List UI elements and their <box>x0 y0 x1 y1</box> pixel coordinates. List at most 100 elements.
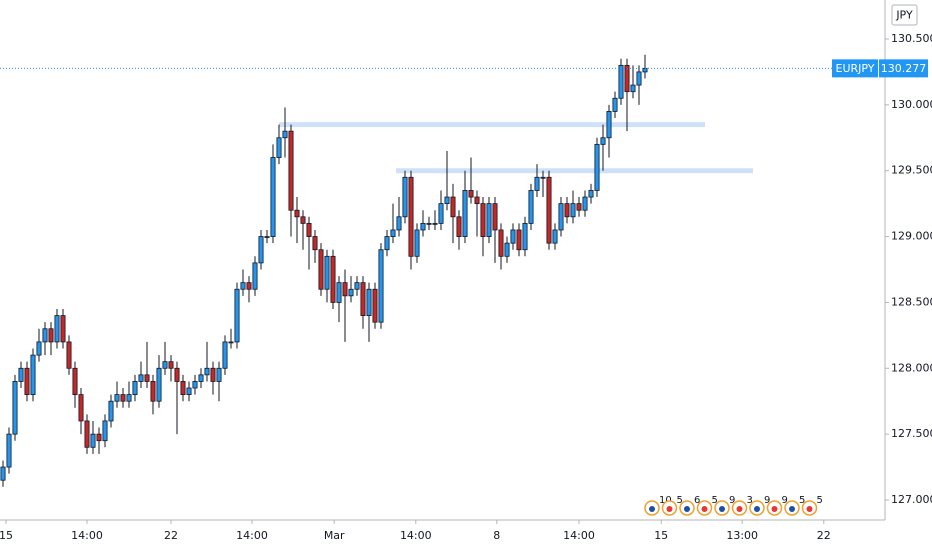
candle-body <box>384 236 390 251</box>
last-price: 130.277 <box>881 62 927 75</box>
candle-body <box>174 367 180 382</box>
symbol-box <box>832 59 878 78</box>
candle-body <box>522 222 528 251</box>
currency: JPY <box>895 9 913 22</box>
candle-body <box>12 381 18 435</box>
x-tick-label: 15 <box>0 529 13 542</box>
candle-body <box>336 282 342 303</box>
event-count: 3 <box>747 495 753 506</box>
candle-body <box>426 222 432 225</box>
candle-body <box>354 282 360 290</box>
y-tick-label: 130.000 <box>891 98 932 111</box>
candle-body <box>402 176 408 218</box>
candle-body <box>276 137 282 158</box>
candle-body <box>72 367 78 396</box>
event-count: 10 <box>659 495 672 506</box>
x-tick-label: 15 <box>654 529 668 542</box>
candle-body <box>444 196 450 205</box>
candle-body <box>228 341 234 344</box>
event-count: 5 <box>799 495 805 506</box>
candle-body <box>120 394 126 402</box>
candle-body <box>306 222 312 237</box>
event-dot <box>806 506 813 512</box>
candle-body <box>48 328 54 343</box>
candle-body <box>150 381 156 402</box>
candle-body <box>576 203 582 211</box>
candle-body <box>294 209 300 218</box>
candle-body <box>54 315 60 343</box>
candle-body <box>114 394 120 402</box>
candle-body <box>216 367 222 382</box>
candle-body <box>396 216 402 231</box>
candle-body <box>36 341 42 356</box>
x-tick-label: 22 <box>164 529 178 542</box>
candle-body <box>264 236 270 238</box>
candle-body <box>138 374 144 382</box>
event-count: 5 <box>817 495 823 506</box>
candle-body <box>234 288 240 343</box>
candle-body <box>486 203 492 237</box>
last-price-box <box>879 59 928 78</box>
candle-body <box>246 282 252 290</box>
x-tick-label: 8 <box>493 529 500 542</box>
candle-body <box>180 381 186 396</box>
candle-body <box>642 67 648 73</box>
y-tick-label: 130.500 <box>891 32 932 45</box>
currency-box[interactable] <box>891 4 918 26</box>
y-tick-label: 129.500 <box>891 164 932 177</box>
candle-body <box>132 381 138 396</box>
event-count: 5 <box>677 495 683 506</box>
event-count: 9 <box>782 495 788 506</box>
candle-body <box>408 176 414 257</box>
x-tick-label: Mar <box>324 529 345 542</box>
event-dot <box>666 506 673 512</box>
candle-body <box>414 229 420 257</box>
candle-body <box>348 288 354 297</box>
candle-body <box>258 236 264 264</box>
candle-body <box>390 229 396 237</box>
candle-body <box>438 203 444 224</box>
candle-body <box>618 64 624 99</box>
candle-body <box>222 341 228 369</box>
candle-body <box>420 222 426 231</box>
x-tick-label: 13:00 <box>726 529 758 542</box>
candle-body <box>540 176 546 179</box>
candle-body <box>42 328 48 343</box>
candle-body <box>144 374 150 382</box>
candle-body <box>564 203 570 218</box>
candle-body <box>282 130 288 139</box>
x-tick-label: 14:00 <box>236 529 268 542</box>
candle-body <box>432 222 438 225</box>
candle-body <box>450 196 456 218</box>
candle-body <box>78 394 84 422</box>
candle-body <box>252 262 258 290</box>
candle-body <box>372 288 378 323</box>
candle-body <box>630 84 636 93</box>
event-dot <box>649 506 655 512</box>
candle-body <box>360 282 366 316</box>
candle-body <box>636 71 642 86</box>
event-dot <box>684 506 690 512</box>
event-dot <box>754 506 760 512</box>
candle-body <box>318 249 324 290</box>
candle-body <box>126 394 132 402</box>
candle-body <box>558 203 564 231</box>
candle-body <box>342 282 348 297</box>
candle-body <box>594 143 600 191</box>
candle-body <box>504 242 510 257</box>
candle-body <box>288 130 294 211</box>
candle-body <box>198 374 204 382</box>
candle-body <box>534 176 540 191</box>
event-count: 9 <box>764 495 770 506</box>
y-tick-label: 127.500 <box>891 427 932 440</box>
candle-body <box>186 387 192 396</box>
candle-body <box>108 400 114 422</box>
candle-body <box>18 367 24 382</box>
event-count: 9 <box>729 495 735 506</box>
candle-body <box>378 249 384 323</box>
symbol: EURJPY <box>836 62 875 75</box>
candle-body <box>330 255 336 303</box>
candle-body <box>546 176 552 244</box>
y-tick-label: 129.000 <box>891 230 932 243</box>
